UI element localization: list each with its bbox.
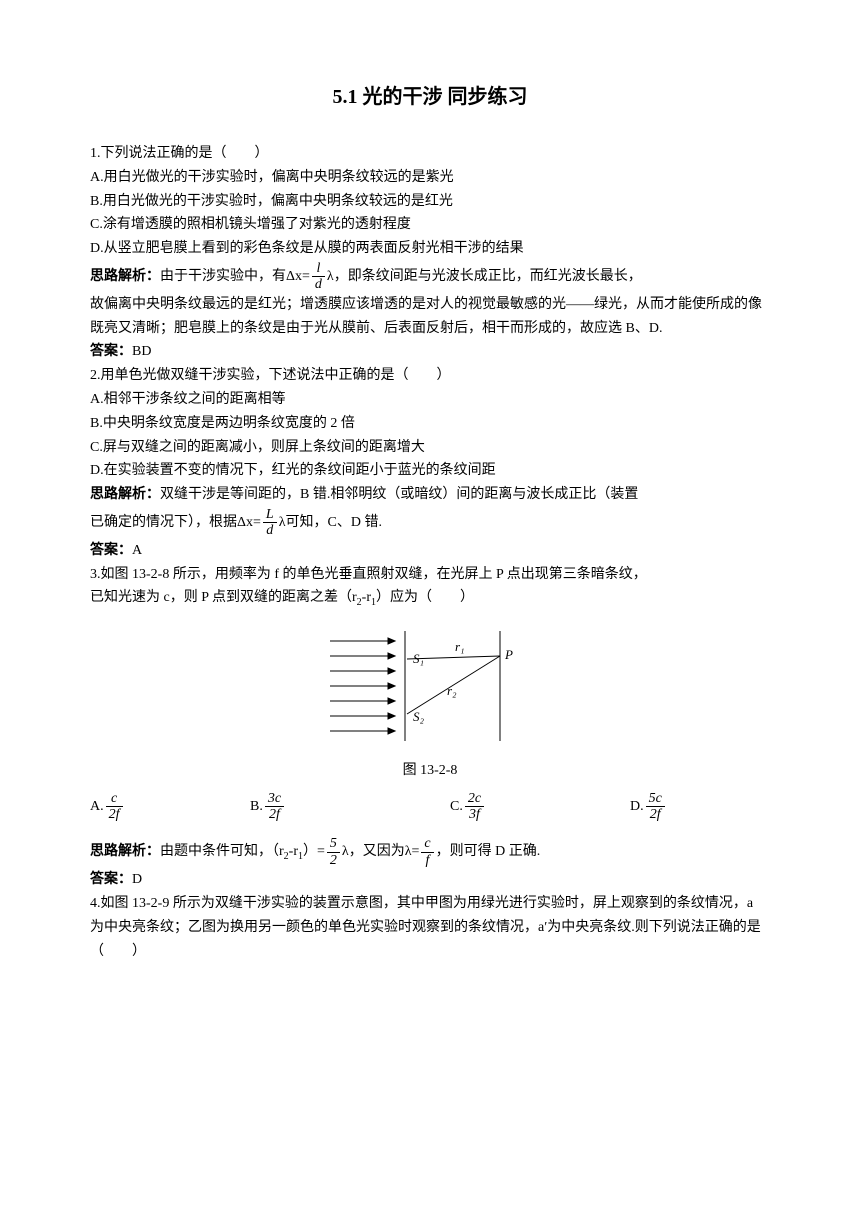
q2-option-b: B.中央明条纹宽度是两边明条纹宽度的 2 倍 [90,412,770,436]
q3-option-c: C.2c3f [450,791,630,823]
q1-option-c: C.涂有增透膜的照相机镜头增强了对紫光的透射程度 [90,213,770,237]
q3-ans-value: D [132,872,142,887]
q2-explanation-line2: 已确定的情况下），根据Δx=Ldλ可知，C、D 错. [90,507,770,539]
q3-expl-label: 思路解析： [90,845,160,860]
q3-frac1: 52 [327,836,340,868]
q1-frac: ld [312,261,325,293]
q2-option-d: D.在实验装置不变的情况下，红光的条纹间距小于蓝光的条纹间距 [90,459,770,483]
q1-ans-value: BD [132,344,151,359]
q3-stem-line1: 3.如图 13-2-8 所示，用频率为 f 的单色光垂直照射双缝，在光屏上 P … [90,563,770,587]
q1-explanation-line1: 思路解析：由于干涉实验中，有Δx=ldλ，即条纹间距与光波长成正比，而红光波长最… [90,261,770,293]
q2-option-c: C.屏与双缝之间的距离减小，则屏上条纹间的距离增大 [90,436,770,460]
q1-explanation-line2: 故偏离中央明条纹最远的是红光；增透膜应该增透的是对人的视觉最敏感的光——绿光，从… [90,293,770,341]
label-p: P [504,647,513,662]
q3-option-b: B.3c2f [250,791,450,823]
q1-stem: 1.下列说法正确的是（ ） [90,142,770,166]
q4-stem: 4.如图 13-2-9 所示为双缝干涉实验的装置示意图，其中甲图为用绿光进行实验… [90,892,770,963]
q1-expl-1b: λ，即条纹间距与光波长成正比，而红光波长最长， [327,269,642,284]
label-r2: r₂ [447,683,457,698]
q1-ans-label: 答案： [90,344,132,359]
q3-option-a: A.c2f [90,791,250,823]
q1-option-a: A.用白光做光的干涉实验时，偏离中央明条纹较远的是紫光 [90,166,770,190]
label-s2: S₂ [413,709,425,724]
label-r1: r₁ [455,639,465,654]
q2-option-a: A.相邻干涉条纹之间的距离相等 [90,388,770,412]
q2-frac: Ld [263,507,277,539]
q1-expl-label: 思路解析： [90,269,160,284]
q2-expl-1: 双缝干涉是等间距的，B 错.相邻明纹（或暗纹）间的距离与波长成正比（装置 [160,487,638,502]
q3-diagram: S₁ S₂ r₁ r₂ P [90,621,770,755]
q2-ans-label: 答案： [90,543,132,558]
q1-option-d: D.从竖立肥皂膜上看到的彩色条纹是从膜的两表面反射光相干涉的结果 [90,237,770,261]
q3-explanation: 思路解析：由题中条件可知，（r2-r1）=52λ，又因为λ=cf，则可得 D 正… [90,836,770,868]
q1-answer: 答案：BD [90,340,770,364]
q1-option-b: B.用白光做光的干涉实验时，偏离中央明条纹较远的是红光 [90,190,770,214]
q2-answer: 答案：A [90,539,770,563]
q3-option-d: D.5c2f [630,791,770,823]
q2-expl-label: 思路解析： [90,487,160,502]
q3-ans-label: 答案： [90,872,132,887]
q2-expl-2b: λ可知，C、D 错. [279,515,382,530]
double-slit-diagram: S₁ S₂ r₁ r₂ P [325,621,535,746]
q3-frac2: cf [421,836,433,868]
q2-stem: 2.用单色光做双缝干涉实验，下述说法中正确的是（ ） [90,364,770,388]
page-title: 5.1 光的干涉 同步练习 [90,80,770,114]
q3-choices: A.c2f B.3c2f C.2c3f D.5c2f [90,791,770,823]
q1-expl-1a: 由于干涉实验中，有Δx= [160,269,310,284]
q3-answer: 答案：D [90,868,770,892]
q2-ans-value: A [132,543,142,558]
q3-figure-caption: 图 13-2-8 [90,759,770,783]
q3-stem-line2: 已知光速为 c，则 P 点到双缝的距离之差（r2-r1）应为（ ） [90,586,770,611]
q2-expl-2a: 已确定的情况下），根据Δx= [90,515,261,530]
q2-explanation-line1: 思路解析：双缝干涉是等间距的，B 错.相邻明纹（或暗纹）间的距离与波长成正比（装… [90,483,770,507]
